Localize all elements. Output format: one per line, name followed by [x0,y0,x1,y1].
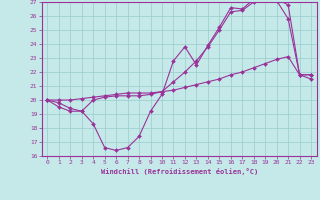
X-axis label: Windchill (Refroidissement éolien,°C): Windchill (Refroidissement éolien,°C) [100,168,258,175]
